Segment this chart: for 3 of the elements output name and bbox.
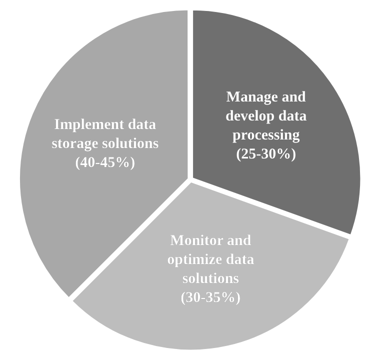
slice-label: Monitor and optimize data solutions (30-35%) bbox=[167, 233, 255, 306]
slice-label: Implement data storage solutions (40-45%) bbox=[52, 117, 159, 172]
slice-label: Manage and develop data processing (25-30%) bbox=[225, 90, 308, 163]
